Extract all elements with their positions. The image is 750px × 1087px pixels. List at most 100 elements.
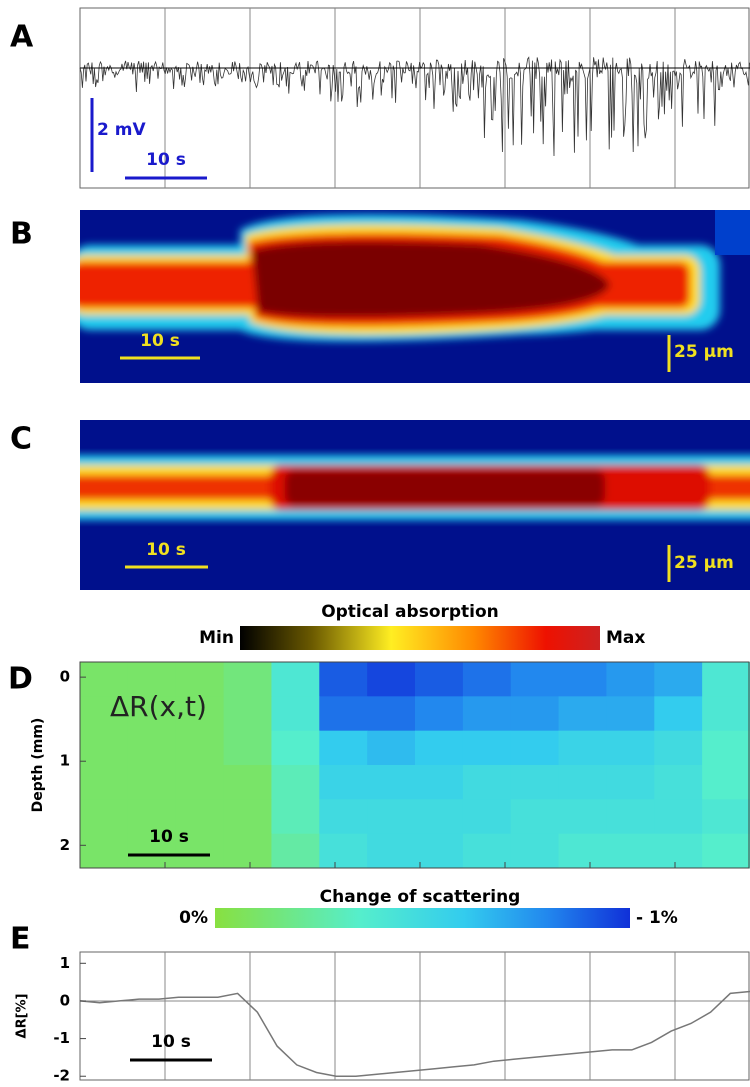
panel-label: A [10, 20, 34, 55]
cell [367, 662, 415, 697]
cell [80, 799, 128, 834]
cell [271, 731, 319, 766]
cell [224, 765, 272, 800]
cell [367, 799, 415, 834]
scale-label: 25 µm [674, 553, 734, 573]
panel-label: E [10, 922, 31, 957]
cell [224, 834, 272, 869]
cell [559, 731, 607, 766]
cell [606, 696, 654, 731]
panel-label: B [10, 217, 33, 252]
cell [702, 731, 750, 766]
cell [367, 696, 415, 731]
cell [559, 696, 607, 731]
cell [224, 662, 272, 697]
scale-label: 25 µm [674, 342, 734, 362]
cell [224, 799, 272, 834]
y-tick-label: 0 [60, 668, 70, 686]
cell [463, 765, 511, 800]
scale-label: 10 s [140, 331, 180, 351]
cell [559, 799, 607, 834]
cell [654, 731, 702, 766]
cell [415, 765, 463, 800]
cell [559, 765, 607, 800]
cell [463, 696, 511, 731]
cell [224, 731, 272, 766]
colorbar-title: Optical absorption [321, 602, 499, 622]
cell [367, 765, 415, 800]
cell [319, 731, 367, 766]
cell [415, 799, 463, 834]
cell [702, 765, 750, 800]
cell [271, 662, 319, 697]
cell [415, 834, 463, 869]
panel-label: D [8, 662, 33, 697]
cell [654, 696, 702, 731]
cell [511, 834, 559, 869]
annotation: ΔR(x,t) [110, 690, 207, 723]
cell [463, 834, 511, 869]
y-axis-label: ΔR[%] [15, 994, 30, 1039]
y-tick-label: 0 [60, 991, 70, 1009]
y-tick-label: 2 [60, 836, 70, 854]
cell [271, 799, 319, 834]
cell [606, 834, 654, 869]
cell [702, 834, 750, 869]
cell [80, 731, 128, 766]
cell [606, 765, 654, 800]
cell [511, 799, 559, 834]
cell [511, 765, 559, 800]
cell [176, 765, 224, 800]
y-axis-label: Depth (mm) [30, 718, 46, 813]
cell [654, 834, 702, 869]
panel-label: C [10, 422, 32, 457]
cell [463, 799, 511, 834]
scale-label: 10 s [146, 540, 186, 560]
cell [559, 662, 607, 697]
cell [415, 696, 463, 731]
cell [224, 696, 272, 731]
cell [463, 662, 511, 697]
y-tick-label: -2 [53, 1067, 70, 1083]
cell [319, 696, 367, 731]
colorbar-label: 0% [179, 908, 208, 928]
cell [80, 834, 128, 869]
cell [176, 731, 224, 766]
cell [606, 799, 654, 834]
cell [271, 834, 319, 869]
colorbar-label: Max [606, 628, 645, 648]
cell [367, 731, 415, 766]
colorbar-label: - 1% [636, 908, 678, 928]
cell [319, 834, 367, 869]
cell [128, 765, 176, 800]
cell [702, 696, 750, 731]
cell [463, 731, 511, 766]
cell [271, 696, 319, 731]
scale-label: 10 s [146, 150, 186, 170]
cell [80, 765, 128, 800]
scale-label: 10 s [149, 827, 189, 847]
cell [319, 662, 367, 697]
figure: A 2 mV 10 s B 10 s 25 µm C 10 s 25 µm Op… [0, 0, 750, 1083]
colorbar [215, 908, 630, 928]
scale-label: 2 mV [97, 120, 146, 140]
cell [559, 834, 607, 869]
cell [271, 765, 319, 800]
cell [415, 731, 463, 766]
cell [511, 662, 559, 697]
cell [415, 662, 463, 697]
cell [654, 662, 702, 697]
scale-label: 10 s [151, 1032, 191, 1052]
cell [606, 662, 654, 697]
y-tick-label: -1 [53, 1029, 70, 1047]
colorbar-label: Min [199, 628, 234, 648]
cell [511, 731, 559, 766]
y-tick-label: 1 [60, 752, 70, 770]
cell [511, 696, 559, 731]
cell [319, 765, 367, 800]
cell [654, 799, 702, 834]
cell [319, 799, 367, 834]
image [70, 420, 750, 590]
y-tick-label: 1 [60, 954, 70, 972]
cell [367, 834, 415, 869]
